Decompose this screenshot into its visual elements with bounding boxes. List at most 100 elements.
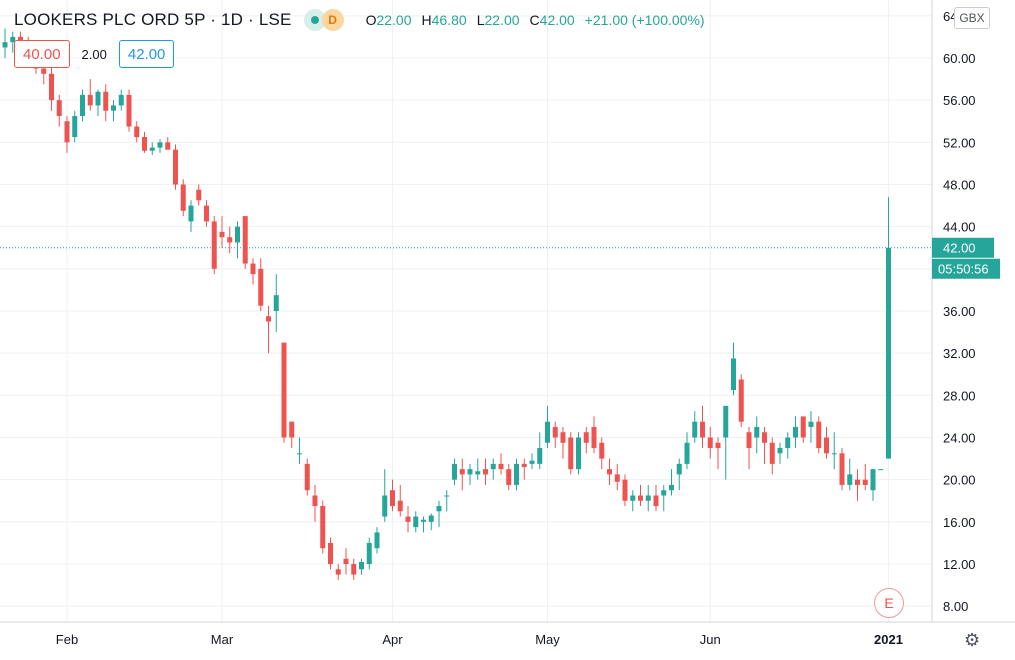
candle xyxy=(72,110,78,143)
candle xyxy=(475,458,481,480)
candle xyxy=(599,437,605,470)
candle xyxy=(808,411,814,443)
candle xyxy=(560,426,566,459)
candle-body xyxy=(142,137,147,151)
x-tick-label: 2021 xyxy=(874,632,903,647)
symbol-title[interactable]: LOOKERS PLC ORD 5P · 1D · LSE xyxy=(14,10,292,29)
candle-body xyxy=(638,495,643,501)
candle xyxy=(870,469,876,501)
candle xyxy=(118,89,124,111)
candle-body xyxy=(320,506,326,549)
candle xyxy=(514,458,519,491)
candle xyxy=(103,84,109,122)
candle xyxy=(173,144,178,190)
candle xyxy=(366,537,372,570)
candle-body xyxy=(591,426,597,449)
candle-body xyxy=(521,463,527,468)
candle-body xyxy=(878,469,884,471)
candle xyxy=(235,221,240,259)
candle xyxy=(80,89,85,122)
candle xyxy=(707,426,713,459)
candle xyxy=(676,458,682,491)
candle xyxy=(250,258,256,285)
candle-body xyxy=(126,94,132,127)
candle xyxy=(483,458,488,485)
candle-body xyxy=(118,94,124,106)
candle-body xyxy=(80,94,85,116)
sell-button[interactable]: 40.00 xyxy=(14,40,70,68)
change-value: +21.00 (+100.00%) xyxy=(584,12,705,28)
y-tick-label: 28.00 xyxy=(943,388,976,403)
candle xyxy=(692,411,698,443)
y-tick-label: 24.00 xyxy=(943,431,976,446)
candle-body xyxy=(467,469,473,475)
candle-body xyxy=(692,421,698,438)
candle-body xyxy=(700,421,705,438)
candle xyxy=(529,453,535,470)
candle xyxy=(382,469,388,522)
candle xyxy=(769,437,775,475)
candle xyxy=(839,448,845,491)
candle xyxy=(405,506,411,533)
candle-body xyxy=(490,463,496,470)
candle-body xyxy=(723,405,729,438)
candle xyxy=(204,200,209,227)
candle-body xyxy=(428,515,434,522)
candle-body xyxy=(95,91,101,106)
time-axis[interactable]: Feb Mar Apr May Jun 2021 xyxy=(56,632,903,647)
candle-body xyxy=(56,100,62,116)
x-tick-label: Jun xyxy=(700,632,721,647)
candle xyxy=(266,305,271,354)
candles xyxy=(2,28,891,580)
market-status[interactable]: D xyxy=(303,9,344,31)
candle xyxy=(521,458,527,480)
grid xyxy=(0,0,932,622)
candle xyxy=(700,405,705,449)
candle xyxy=(785,432,791,459)
candle-body xyxy=(173,149,178,185)
candle-body xyxy=(134,126,140,138)
candle xyxy=(312,484,318,522)
candle xyxy=(746,426,752,470)
candle-body xyxy=(258,268,264,306)
candle-body xyxy=(800,416,806,438)
candle xyxy=(428,513,434,531)
candle-body xyxy=(227,237,233,243)
candle-body xyxy=(498,463,504,470)
candle-body xyxy=(777,448,783,454)
candle-body xyxy=(157,142,163,148)
y-tick-label: 36.00 xyxy=(943,304,976,319)
candle xyxy=(304,458,310,496)
candle xyxy=(180,179,186,217)
price-axis[interactable]: 8.00 12.00 16.00 20.00 24.00 28.00 32.00 36.00 4… xyxy=(943,8,982,614)
candle-body xyxy=(475,471,481,475)
candle xyxy=(645,484,651,512)
candle xyxy=(242,216,248,269)
candle xyxy=(777,442,783,464)
candle-body xyxy=(576,437,581,470)
candle xyxy=(397,484,403,517)
candle xyxy=(64,115,70,153)
buy-button[interactable]: 42.00 xyxy=(118,40,175,68)
candle xyxy=(622,474,628,507)
candle xyxy=(715,437,721,470)
candle-body xyxy=(390,490,395,507)
candle xyxy=(211,216,217,275)
earnings-marker[interactable]: E xyxy=(874,588,904,618)
candle-body xyxy=(188,205,194,222)
currency-button[interactable]: GBX xyxy=(954,7,990,29)
candle xyxy=(297,437,302,464)
gear-icon[interactable]: ⚙ xyxy=(964,630,981,650)
candle-body xyxy=(335,569,341,575)
candle-body xyxy=(289,421,295,438)
ohlc-values: O22.00 H46.80 L22.00 C42.00 +21.00 (+100.00%… xyxy=(365,12,705,28)
candle xyxy=(459,458,465,491)
candle-body xyxy=(793,426,798,438)
candle xyxy=(165,137,171,150)
candle-body xyxy=(459,469,465,475)
candle-body xyxy=(2,42,8,48)
candle xyxy=(738,374,744,427)
low-value: 22.00 xyxy=(484,12,520,28)
candle-body xyxy=(769,442,775,464)
